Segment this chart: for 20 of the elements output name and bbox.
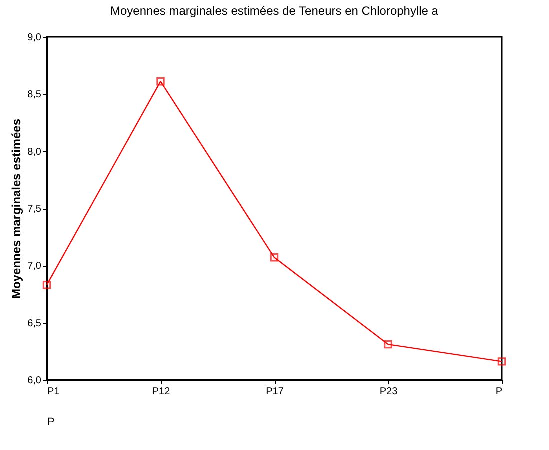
chart-title: Moyennes marginales estimées de Teneurs en Chlorophylle a — [110, 4, 439, 18]
y-tick-label: 8,0 — [28, 146, 42, 158]
point — [270, 254, 279, 262]
x-tick-label: P — [496, 386, 503, 398]
x-tick-label: P17 — [266, 386, 284, 398]
y-tick-label: 7,0 — [28, 261, 42, 272]
y-axis-title: Moyennes marginales estimées — [10, 118, 24, 300]
x-tick-label: P23 — [380, 386, 398, 398]
x-axis-title: P — [48, 416, 55, 428]
point — [498, 358, 506, 366]
y-tick-label: 6,5 — [28, 318, 42, 330]
point — [156, 77, 165, 86]
point — [42, 281, 52, 290]
y-tick-label: 6,0 — [28, 376, 42, 386]
y-tick-label: 8,5 — [28, 90, 42, 101]
x-tick-label: P12 — [152, 386, 171, 398]
y-tick-label: 9,0 — [28, 32, 42, 44]
x-tick-label: P1 — [48, 386, 60, 398]
y-tick-label: 7,5 — [28, 204, 42, 215]
point — [384, 340, 392, 349]
